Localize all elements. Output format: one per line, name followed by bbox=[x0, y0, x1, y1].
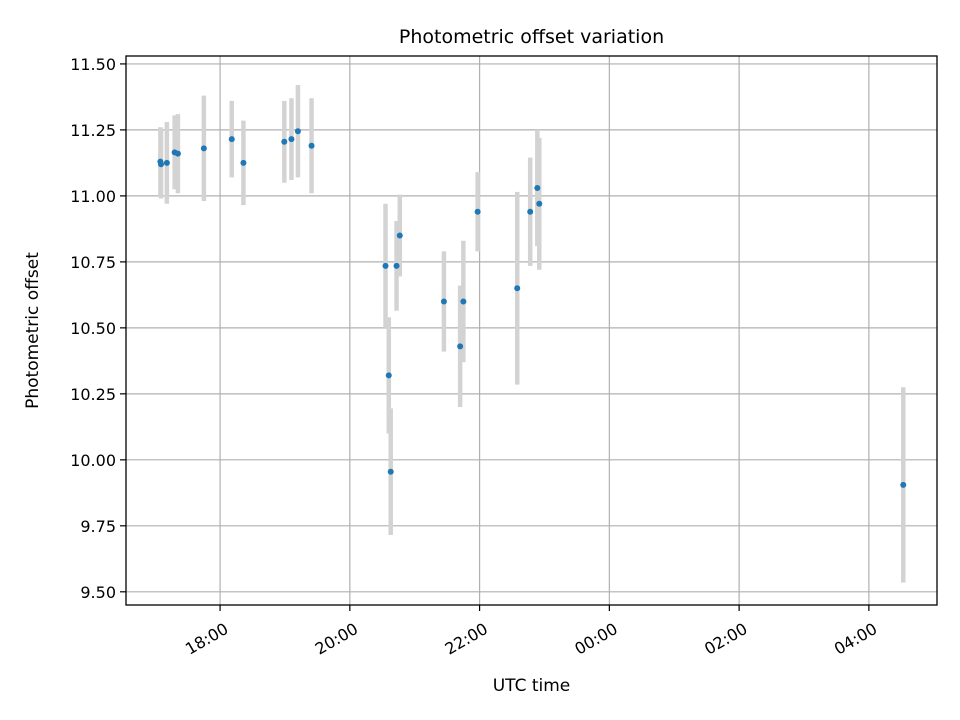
data-point bbox=[393, 262, 400, 269]
data-point bbox=[387, 468, 394, 475]
data-point bbox=[308, 142, 315, 149]
data-point bbox=[514, 285, 521, 292]
y-tick-label: 11.50 bbox=[70, 55, 116, 74]
data-point bbox=[460, 298, 467, 305]
y-tick-label: 9.75 bbox=[80, 517, 116, 536]
data-point bbox=[382, 262, 389, 269]
y-tick-label: 10.75 bbox=[70, 253, 116, 272]
data-point bbox=[288, 136, 295, 143]
y-tick-label: 11.25 bbox=[70, 121, 116, 140]
y-tick-label: 9.50 bbox=[80, 583, 116, 602]
data-point bbox=[534, 184, 541, 191]
data-point bbox=[900, 481, 907, 488]
data-point bbox=[281, 138, 288, 145]
data-point bbox=[200, 145, 207, 152]
data-point bbox=[440, 298, 447, 305]
y-tick-label: 11.00 bbox=[70, 187, 116, 206]
data-point bbox=[474, 208, 481, 215]
data-point bbox=[385, 372, 392, 379]
y-axis-label: Photometric offset bbox=[23, 252, 43, 409]
data-point bbox=[240, 159, 247, 166]
x-axis-label: UTC time bbox=[493, 676, 571, 696]
chart-title: Photometric offset variation bbox=[399, 26, 664, 48]
y-tick-label: 10.50 bbox=[70, 319, 116, 338]
y-tick-label: 10.25 bbox=[70, 385, 116, 404]
data-point bbox=[536, 200, 543, 207]
data-point bbox=[294, 128, 301, 135]
data-point bbox=[174, 150, 181, 157]
data-point bbox=[158, 161, 165, 168]
y-tick-label: 10.00 bbox=[70, 451, 116, 470]
data-point bbox=[396, 232, 403, 239]
data-point bbox=[527, 208, 534, 215]
data-point bbox=[163, 159, 170, 166]
grid bbox=[126, 56, 937, 605]
data-point bbox=[457, 343, 464, 350]
data-point bbox=[228, 136, 235, 143]
data-layer bbox=[157, 85, 907, 583]
axes-frame bbox=[125, 55, 938, 606]
